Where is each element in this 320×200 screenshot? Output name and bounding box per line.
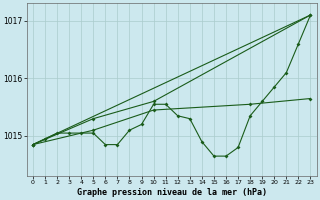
X-axis label: Graphe pression niveau de la mer (hPa): Graphe pression niveau de la mer (hPa)	[77, 188, 267, 197]
